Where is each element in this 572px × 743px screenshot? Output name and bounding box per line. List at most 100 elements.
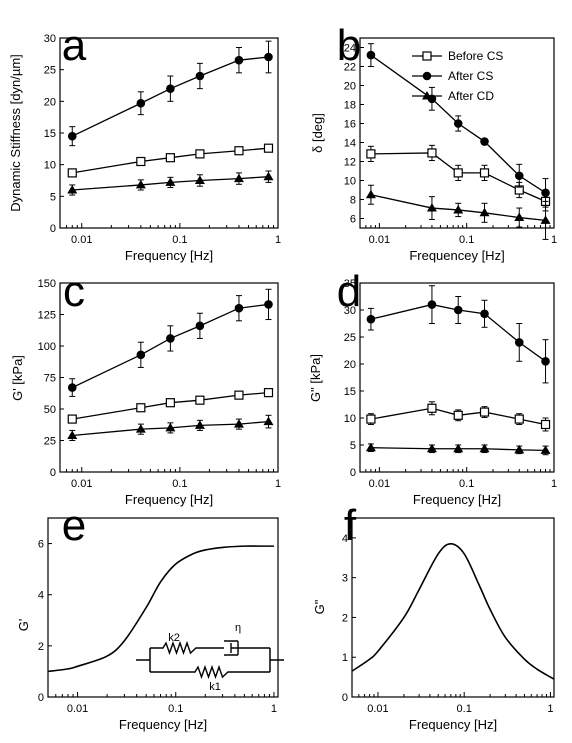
panel-b-y-tick-label: 16 bbox=[344, 119, 356, 131]
panel-e-y-tick-label: 2 bbox=[38, 641, 44, 653]
panel-d-data-point bbox=[514, 338, 524, 347]
panel-e-y-tick-label: 6 bbox=[38, 539, 44, 551]
panel-b-plot-frame bbox=[359, 37, 555, 229]
panel-d-data-point bbox=[453, 410, 463, 420]
panel-e-y-axis-label: G' bbox=[16, 619, 31, 632]
panel-b-data-point bbox=[453, 168, 463, 178]
panel-d-data-point bbox=[366, 414, 376, 424]
panel-c-data-point bbox=[67, 414, 77, 424]
panel-d-y-tick-label: 20 bbox=[344, 359, 356, 371]
panel-f-y-tick-label: 4 bbox=[342, 533, 348, 545]
panel-a-plot-frame bbox=[59, 37, 279, 229]
panel-a-data-point bbox=[165, 153, 175, 163]
panel-c-data-point bbox=[233, 419, 244, 428]
panel-b-y-tick-label: 24 bbox=[344, 43, 356, 55]
panel-b-data-point bbox=[514, 171, 524, 181]
panel-a-data-point bbox=[67, 131, 77, 141]
panel-b-legend-marker bbox=[422, 51, 432, 61]
panel-c-y-axis-label: G' [kPa] bbox=[10, 355, 25, 401]
label-k1: k1 bbox=[209, 681, 221, 693]
panel-a-data-point bbox=[67, 185, 78, 194]
spring-k1 bbox=[150, 664, 270, 680]
panel-a-y-tick-label: 10 bbox=[44, 160, 56, 172]
panel-b-data-point bbox=[540, 215, 551, 224]
panel-d-x-tick-label: 0.01 bbox=[369, 478, 390, 490]
panel-a-y-tick-label: 20 bbox=[44, 96, 56, 108]
panel-f-x-axis-label: Frequency [Hz] bbox=[409, 717, 497, 732]
panel-f-x-tick-label: 0.01 bbox=[367, 703, 388, 715]
panel-a-series-line-after-cs bbox=[71, 56, 269, 137]
panel-d-letter: d bbox=[337, 267, 361, 316]
panel-b-x-tick-label: 1 bbox=[551, 234, 557, 246]
panel-b-legend-label: After CS bbox=[448, 69, 493, 83]
panel-d-y-tick-label: 5 bbox=[350, 440, 356, 452]
panel-a-data-point bbox=[165, 177, 176, 186]
panel-b-letter: b bbox=[337, 21, 361, 70]
panel-a-data-point bbox=[195, 71, 205, 81]
panel-f-y-tick-label: 2 bbox=[342, 612, 348, 624]
panel-a-data-point bbox=[194, 175, 205, 184]
panel-d-y-tick-label: 25 bbox=[344, 332, 356, 344]
panel-a-data-point bbox=[233, 173, 244, 183]
panel-f-plot-frame bbox=[351, 517, 555, 698]
panel-b-data-point bbox=[366, 50, 376, 60]
panel-b-y-tick-label: 20 bbox=[344, 81, 356, 93]
panel-a-y-tick-label: 5 bbox=[50, 191, 56, 203]
panel-c-data-point bbox=[195, 321, 205, 331]
panel-d-data-point bbox=[540, 419, 551, 430]
panel-c-data-point bbox=[234, 303, 244, 313]
panel-c-x-axis-label: Frequency [Hz] bbox=[125, 492, 213, 507]
panel-a-data-point bbox=[234, 55, 244, 65]
panel-e-x-tick-label: 0.1 bbox=[168, 703, 183, 715]
panel-c-letter: c bbox=[63, 267, 85, 316]
panel-d-plot-frame bbox=[359, 282, 555, 473]
panel-b-data-point bbox=[480, 137, 489, 146]
panel-a-data-point bbox=[136, 98, 146, 108]
panel-e-y-tick-label: 0 bbox=[38, 692, 44, 704]
panel-c-y-tick-label: 50 bbox=[44, 404, 56, 416]
panel-b-legend-label: After CD bbox=[448, 89, 494, 103]
panel-c-data-point bbox=[165, 398, 175, 408]
panel-a-data-point bbox=[67, 168, 77, 178]
panel-c-data-point bbox=[263, 388, 274, 398]
panel-c-data-point bbox=[194, 420, 205, 429]
panel-b-data-point bbox=[514, 212, 525, 222]
dashpot-piston bbox=[230, 643, 270, 653]
panel-b-x-tick-label: 0.1 bbox=[459, 234, 474, 246]
panel-f-letter: f bbox=[344, 501, 357, 550]
panel-d-data-point bbox=[427, 403, 437, 413]
label-k2: k2 bbox=[168, 632, 180, 644]
panel-d-y-tick-label: 10 bbox=[344, 413, 356, 425]
panel-e-plot-frame bbox=[47, 517, 279, 698]
panel-f-y-tick-label: 1 bbox=[342, 652, 348, 664]
panel-a-x-tick-label: 0.01 bbox=[71, 234, 92, 246]
panel-a-x-tick-label: 1 bbox=[275, 234, 281, 246]
panel-d-x-axis-label: Frequency [Hz] bbox=[413, 492, 501, 507]
panel-e-x-tick-label: 1 bbox=[271, 703, 277, 715]
panel-c-data-point bbox=[67, 430, 78, 439]
panel-b-x-tick-label: 0.01 bbox=[369, 234, 390, 246]
panel-c-series-line-after-cs bbox=[71, 303, 269, 389]
panel-a-data-point bbox=[136, 156, 146, 167]
panel-c-series-line-before-cs bbox=[72, 391, 269, 420]
panel-d-x-tick-label: 1 bbox=[551, 478, 557, 490]
panel-c-x-tick-label: 0.1 bbox=[172, 478, 187, 490]
panel-b-y-tick-label: 8 bbox=[350, 195, 356, 207]
panel-d-data-point bbox=[453, 443, 464, 453]
panel-c-data-point bbox=[135, 424, 146, 433]
panel-a-series-line-before-cs bbox=[72, 147, 269, 174]
panel-b-y-tick-label: 14 bbox=[344, 138, 356, 150]
panel-a-y-tick-label: 15 bbox=[44, 128, 56, 140]
panel-f-model-curve bbox=[351, 543, 555, 680]
panel-b-y-axis-label: δ [deg] bbox=[310, 113, 325, 153]
panel-c-data-point bbox=[67, 383, 77, 392]
panel-d-data-point bbox=[365, 442, 376, 452]
panel-d-y-axis-label: G" [kPa] bbox=[308, 354, 323, 402]
panel-e-y-tick-label: 4 bbox=[38, 590, 44, 602]
panel-b-data-point bbox=[541, 188, 550, 198]
panel-a-y-tick-label: 0 bbox=[50, 223, 56, 235]
panel-a-y-tick-label: 25 bbox=[44, 65, 56, 77]
panel-c-y-tick-label: 25 bbox=[44, 436, 56, 448]
panel-a-x-axis-label: Frequency [Hz] bbox=[125, 248, 213, 263]
